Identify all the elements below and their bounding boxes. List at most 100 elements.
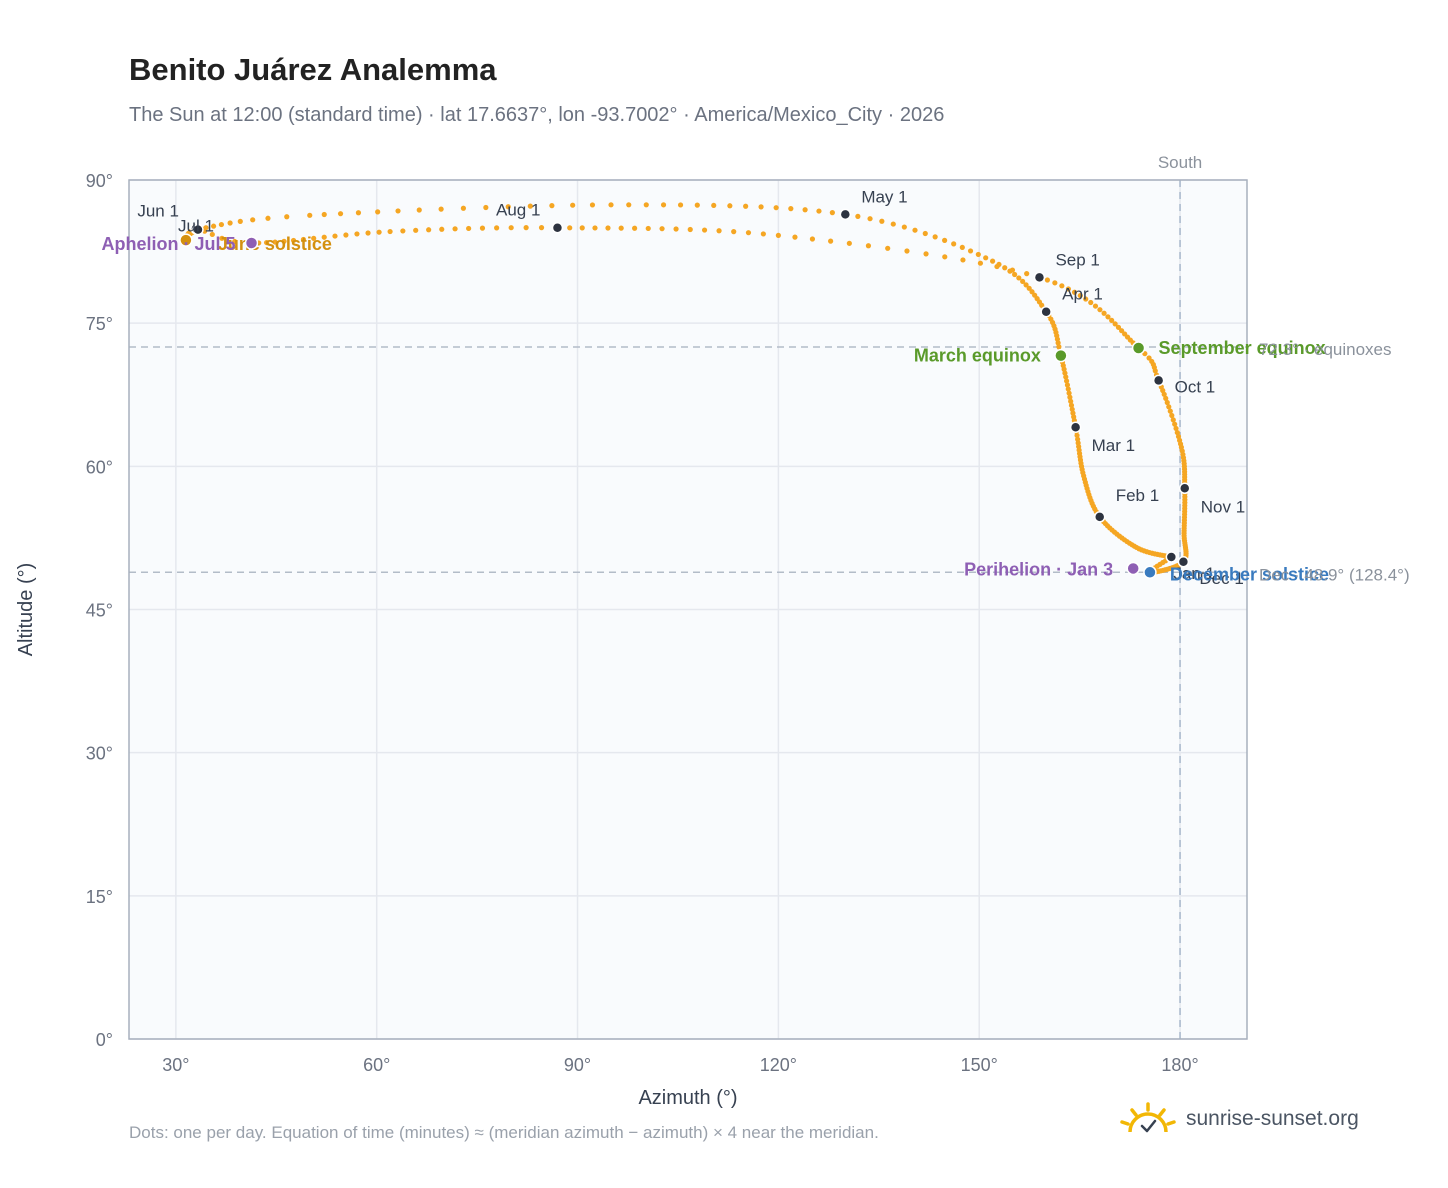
daily-sun-dot (922, 230, 928, 237)
daily-sun-dot (960, 257, 966, 263)
brand[interactable]: sunrise-sunset.org (1120, 1102, 1359, 1136)
daily-sun-dot (400, 228, 406, 234)
daily-sun-dot (1063, 374, 1069, 380)
daily-sun-dot (1166, 404, 1172, 410)
y-tick-label: 0° (96, 1030, 113, 1050)
daily-sun-dot (589, 202, 596, 208)
daily-sun-dot (416, 207, 422, 213)
chart-subtitle: The Sun at 12:00 (standard time) · lat 1… (129, 104, 945, 126)
daily-sun-dot (701, 227, 708, 233)
month-marker (1033, 271, 1046, 284)
daily-sun-dot (846, 240, 852, 246)
daily-sun-dot (426, 227, 432, 233)
daily-sun-dot (281, 238, 287, 244)
daily-sun-dot (1009, 267, 1016, 273)
month-marker (1178, 482, 1191, 495)
daily-sun-dot (632, 225, 638, 231)
daily-sun-dot (387, 228, 393, 235)
daily-sun-dot (321, 211, 327, 218)
daily-sun-dot (923, 251, 929, 257)
daily-sun-dot (1065, 286, 1072, 292)
daily-sun-dot (272, 239, 278, 245)
daily-sun-dot (592, 225, 598, 231)
event-marker (1131, 341, 1146, 355)
daily-sun-dot (711, 202, 717, 209)
daily-sun-dot (1075, 436, 1081, 442)
daily-sun-dot (758, 204, 764, 210)
month-label: Oct 1 (1175, 377, 1216, 396)
daily-sun-dot (1164, 399, 1170, 406)
daily-sun-dot (332, 233, 338, 239)
daily-sun-dot (343, 232, 349, 238)
daily-sun-dot (1002, 265, 1008, 271)
daily-sun-dot (829, 210, 835, 216)
daily-sun-dot (479, 225, 486, 231)
event-label: Perihelion · Jan 3 (964, 559, 1113, 579)
x-tick-label: 150° (961, 1055, 998, 1075)
meridian-label: South (1158, 153, 1202, 172)
daily-sun-dot (1170, 417, 1176, 423)
daily-sun-dot (219, 235, 225, 241)
daily-sun-dot (942, 237, 948, 243)
daily-sun-dot (538, 225, 545, 231)
month-marker (839, 208, 852, 221)
daily-sun-dot (466, 225, 472, 232)
footnote: Dots: one per day. Equation of time (min… (129, 1123, 879, 1142)
daily-sun-dot (716, 228, 722, 234)
daily-sun-dot (290, 237, 297, 244)
daily-sun-dot (439, 226, 445, 232)
daily-sun-dot (1068, 398, 1074, 404)
daily-sun-dot (608, 202, 614, 208)
reference-line-label: 72.3° · equinoxes (1259, 340, 1392, 359)
daily-sun-dot (912, 227, 918, 233)
daily-sun-dot (792, 234, 798, 240)
daily-sun-dot (1161, 391, 1167, 397)
daily-sun-dot (355, 210, 362, 216)
daily-sun-dot (983, 255, 989, 261)
month-label: Sep 1 (1055, 250, 1099, 269)
daily-sun-dot (337, 211, 344, 217)
month-label: Feb 1 (1116, 486, 1159, 505)
daily-sun-dot (284, 214, 290, 220)
daily-sun-dot (505, 204, 511, 210)
daily-sun-dot (567, 225, 573, 231)
daily-sun-dot (855, 213, 861, 219)
daily-sun-dot (263, 239, 270, 246)
month-label: Nov 1 (1201, 497, 1245, 516)
daily-sun-dot (1052, 280, 1058, 286)
daily-sun-dot (879, 218, 885, 224)
daily-sun-dot (1101, 310, 1107, 316)
daily-sun-dot (1064, 378, 1070, 384)
daily-sun-dot (977, 260, 984, 266)
daily-sun-dot (1112, 321, 1118, 327)
x-tick-label: 60° (363, 1055, 390, 1075)
daily-sun-dot (365, 230, 371, 236)
daily-sun-dot (788, 206, 794, 212)
event-label: December solstice (1170, 564, 1329, 584)
daily-sun-dot (1092, 303, 1099, 309)
daily-sun-dot (460, 205, 466, 211)
daily-sun-dot (1020, 278, 1026, 285)
daily-sun-dot (209, 231, 215, 238)
daily-sun-dot (743, 203, 749, 209)
chart-title: Benito Juárez Analemma (129, 52, 497, 87)
daily-sun-dot (311, 235, 317, 241)
daily-sun-dot (828, 238, 834, 244)
daily-sun-dot (1074, 432, 1080, 439)
x-tick-label: 180° (1161, 1055, 1198, 1075)
daily-sun-dot (300, 236, 307, 243)
daily-sun-dot (1109, 317, 1115, 323)
event-marker (1126, 561, 1140, 576)
month-label: Jan 1 (1173, 564, 1215, 583)
month-label: Mar 1 (1092, 436, 1135, 455)
daily-sun-dot (1016, 275, 1022, 281)
daily-sun-dot (1070, 410, 1076, 416)
month-marker (1152, 374, 1165, 387)
daily-sun-dot (1024, 271, 1030, 277)
y-tick-label: 30° (86, 744, 113, 764)
daily-sun-dot (904, 248, 910, 254)
daily-sun-dot (687, 226, 693, 233)
y-tick-label: 90° (86, 171, 113, 191)
month-marker (192, 223, 204, 236)
daily-sun-dot (626, 202, 632, 208)
